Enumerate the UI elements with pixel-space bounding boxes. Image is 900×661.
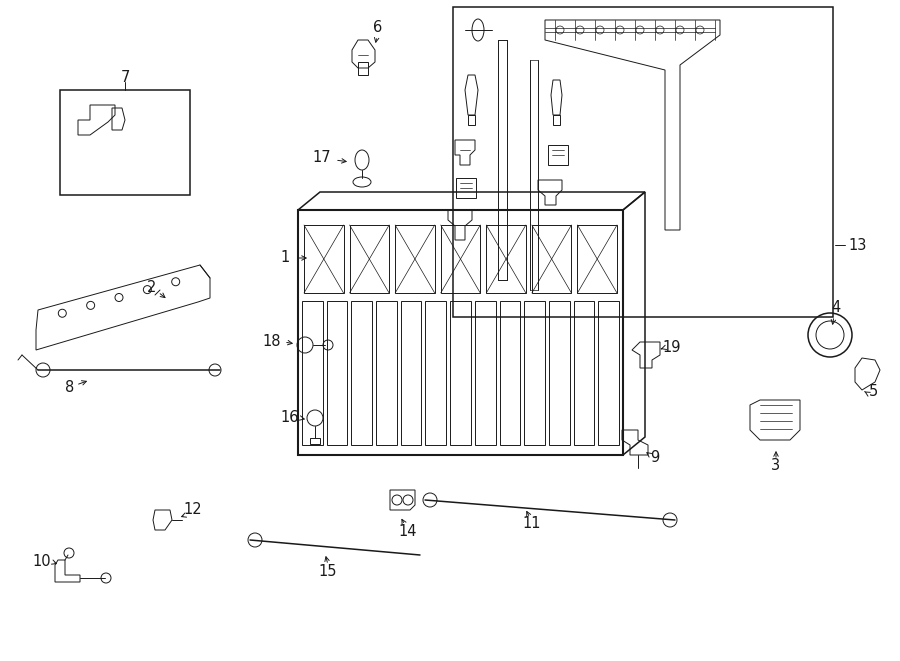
Bar — [486, 225, 526, 293]
Text: 19: 19 — [662, 340, 681, 356]
Text: 3: 3 — [771, 457, 780, 473]
Bar — [453, 7, 833, 317]
Bar — [456, 178, 476, 198]
Text: 9: 9 — [651, 449, 660, 465]
Text: 12: 12 — [184, 502, 202, 518]
Bar — [395, 225, 435, 293]
Text: 18: 18 — [263, 334, 281, 350]
Bar — [524, 301, 544, 445]
Bar — [304, 225, 344, 293]
Text: 16: 16 — [281, 410, 299, 426]
Bar — [475, 301, 496, 445]
Text: 6: 6 — [374, 20, 382, 36]
Bar — [532, 225, 572, 293]
Bar — [310, 438, 320, 444]
Text: 2: 2 — [148, 280, 157, 295]
Bar — [327, 301, 347, 445]
Bar — [376, 301, 397, 445]
Text: 14: 14 — [399, 524, 418, 539]
Text: 15: 15 — [319, 564, 338, 580]
Text: 8: 8 — [66, 381, 75, 395]
Text: 4: 4 — [832, 301, 841, 315]
Bar — [426, 301, 446, 445]
Text: 10: 10 — [32, 555, 51, 570]
Text: 17: 17 — [312, 151, 331, 165]
Bar — [548, 145, 568, 165]
Text: 7: 7 — [121, 71, 130, 85]
Bar — [302, 301, 323, 445]
Bar — [349, 225, 389, 293]
Bar — [573, 301, 594, 445]
Text: 5: 5 — [868, 385, 878, 399]
Bar — [60, 90, 190, 195]
Bar — [578, 225, 617, 293]
Text: 11: 11 — [523, 516, 541, 531]
Bar — [400, 301, 421, 445]
Bar — [500, 301, 520, 445]
Bar — [549, 301, 570, 445]
Bar — [598, 301, 619, 445]
Bar — [351, 301, 372, 445]
Bar — [441, 225, 481, 293]
Bar — [450, 301, 471, 445]
Text: 13: 13 — [849, 237, 868, 253]
Text: 1: 1 — [281, 251, 290, 266]
